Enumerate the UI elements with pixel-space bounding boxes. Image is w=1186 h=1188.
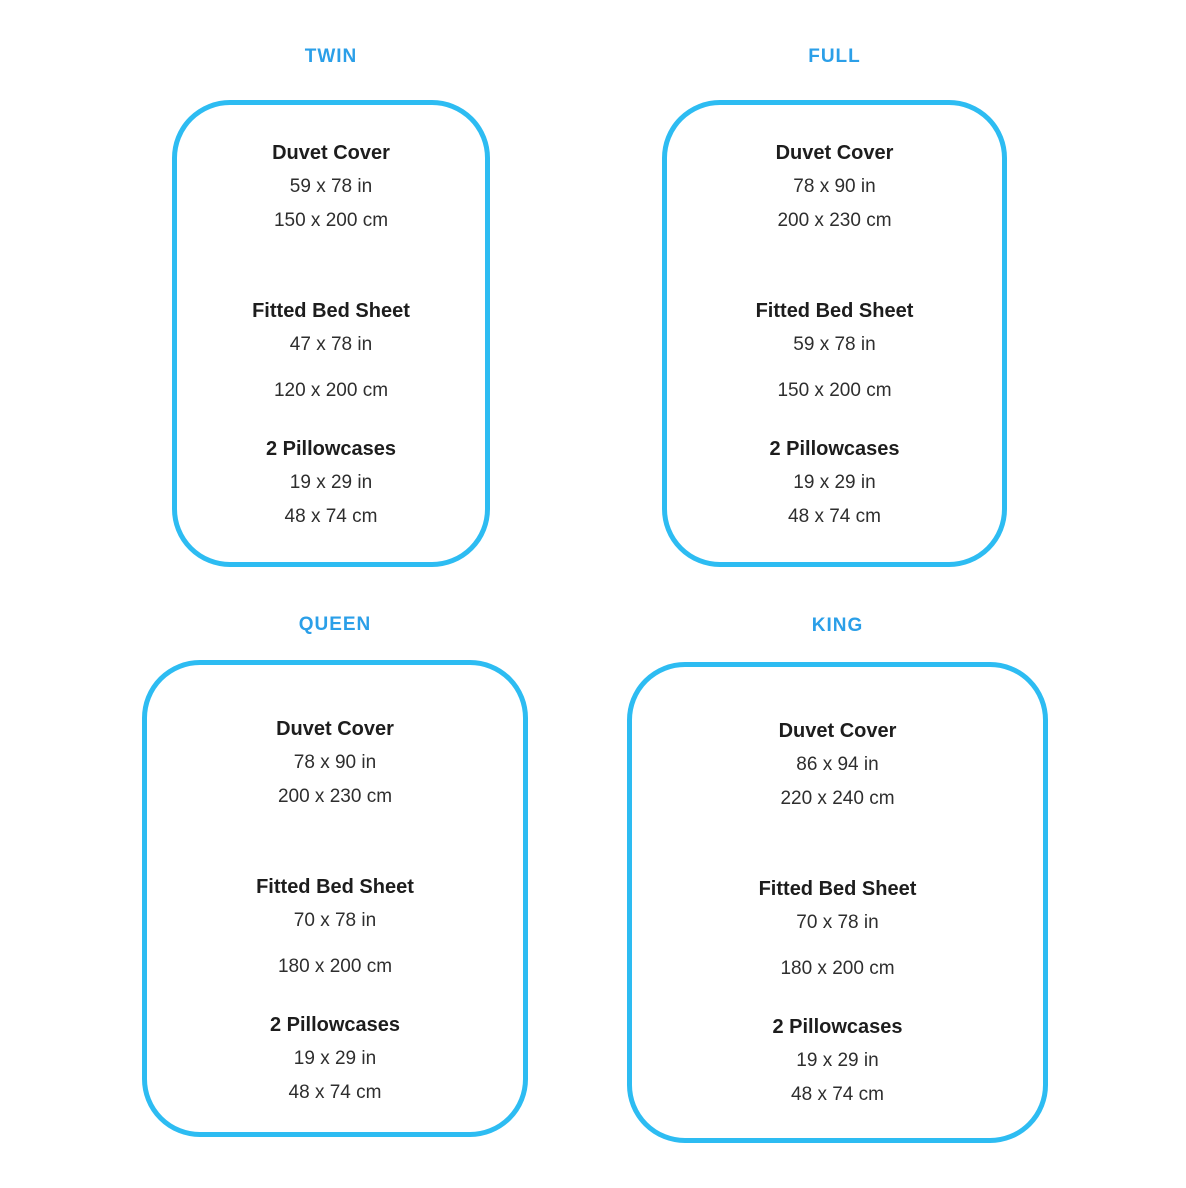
item-size-cm: 200 x 230 cm (777, 210, 892, 231)
king-title: KING (811, 615, 864, 636)
full-pillow-group: 2 Pillowcases 19 x 29 in 48 x 74 cm (667, 432, 1002, 534)
item-size-inches: 59 x 78 in (793, 334, 876, 355)
item-size-inches: 19 x 29 in (289, 472, 373, 493)
item-size-inches: 86 x 94 in (796, 754, 879, 775)
queen-sheet-group: Fitted Bed Sheet 70 x 78 in 180 x 200 cm (147, 870, 523, 984)
item-name: Duvet Cover (272, 142, 390, 164)
king-duvet-group: Duvet Cover 86 x 94 in 220 x 240 cm (632, 714, 1043, 816)
twin-sheet-group: Fitted Bed Sheet 47 x 78 in 120 x 200 cm (177, 294, 485, 408)
item-size-cm: 150 x 200 cm (777, 380, 892, 401)
item-name: 2 Pillowcases (769, 438, 900, 460)
twin-duvet-group: Duvet Cover 59 x 78 in 150 x 200 cm (177, 136, 485, 238)
queen-pillow-group: 2 Pillowcases 19 x 29 in 48 x 74 cm (147, 1008, 523, 1110)
item-size-inches: 78 x 90 in (293, 752, 377, 773)
item-size-cm: 48 x 74 cm (788, 506, 881, 527)
full-duvet-group: Duvet Cover 78 x 90 in 200 x 230 cm (667, 136, 1002, 238)
item-size-cm: 120 x 200 cm (273, 380, 389, 401)
item-size-cm: 180 x 200 cm (277, 956, 393, 977)
item-size-inches: 19 x 29 in (293, 1048, 377, 1069)
item-size-cm: 48 x 74 cm (288, 1082, 382, 1103)
item-size-inches: 19 x 29 in (796, 1050, 879, 1071)
queen-title: QUEEN (298, 614, 372, 635)
item-size-inches: 19 x 29 in (793, 472, 876, 493)
item-size-cm: 200 x 230 cm (277, 786, 393, 807)
item-name: Duvet Cover (775, 142, 894, 164)
item-size-inches: 70 x 78 in (293, 910, 377, 931)
item-name: Fitted Bed Sheet (755, 300, 914, 322)
item-size-cm: 48 x 74 cm (284, 506, 378, 527)
item-size-cm: 220 x 240 cm (780, 788, 895, 809)
king-pillow-group: 2 Pillowcases 19 x 29 in 48 x 74 cm (632, 1010, 1043, 1112)
twin-pillow-group: 2 Pillowcases 19 x 29 in 48 x 74 cm (177, 432, 485, 534)
twin-panel: Duvet Cover 59 x 78 in 150 x 200 cm Fitt… (172, 100, 490, 567)
queen-duvet-group: Duvet Cover 78 x 90 in 200 x 230 cm (147, 712, 523, 814)
king-sheet-group: Fitted Bed Sheet 70 x 78 in 180 x 200 cm (632, 872, 1043, 986)
item-name: Fitted Bed Sheet (758, 878, 917, 900)
item-size-cm: 180 x 200 cm (780, 958, 895, 979)
item-size-inches: 47 x 78 in (289, 334, 373, 355)
item-size-inches: 59 x 78 in (289, 176, 373, 197)
full-panel: Duvet Cover 78 x 90 in 200 x 230 cm Fitt… (662, 100, 1007, 567)
twin-title: TWIN (304, 46, 358, 67)
item-size-inches: 70 x 78 in (796, 912, 879, 933)
item-size-cm: 48 x 74 cm (791, 1084, 884, 1105)
item-size-inches: 78 x 90 in (793, 176, 876, 197)
item-name: 2 Pillowcases (269, 1014, 401, 1036)
item-name: 2 Pillowcases (772, 1016, 903, 1038)
item-name: Fitted Bed Sheet (252, 300, 410, 322)
full-title: FULL (808, 46, 861, 67)
item-size-cm: 150 x 200 cm (273, 210, 389, 231)
queen-panel: Duvet Cover 78 x 90 in 200 x 230 cm Fitt… (142, 660, 528, 1137)
full-sheet-group: Fitted Bed Sheet 59 x 78 in 150 x 200 cm (667, 294, 1002, 408)
item-name: Duvet Cover (276, 718, 394, 740)
king-panel: Duvet Cover 86 x 94 in 220 x 240 cm Fitt… (627, 662, 1048, 1143)
item-name: Duvet Cover (778, 720, 897, 742)
item-name: Fitted Bed Sheet (256, 876, 414, 898)
item-name: 2 Pillowcases (265, 438, 397, 460)
